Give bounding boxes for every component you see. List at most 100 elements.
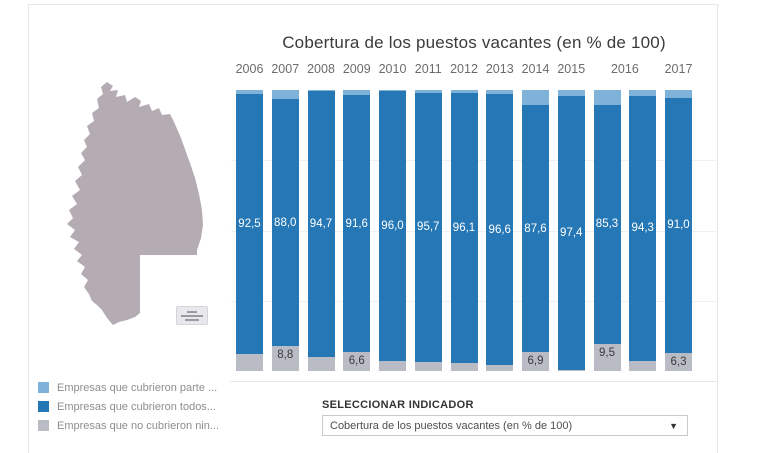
bar-segment-todos[interactable] [236, 94, 263, 355]
bar-segment-parte[interactable] [307, 90, 335, 92]
bar-segment-ninguno[interactable] [236, 354, 263, 371]
stacked-bar-2017[interactable] [665, 90, 692, 371]
bar-segment-parte[interactable] [343, 90, 371, 96]
bar-segment-parte[interactable] [629, 90, 657, 96]
legend-label: Empresas que no cubrieron nin... [57, 419, 220, 432]
stacked-bar-2016[interactable] [593, 90, 621, 371]
bar-segment-ninguno[interactable] [593, 344, 621, 371]
indicator-selector-label: SELECCIONAR INDICADOR [322, 399, 474, 411]
bar-segment-ninguno[interactable] [307, 357, 335, 371]
bar-ninguno-label: 6,9 [527, 354, 544, 367]
bar-segment-parte[interactable] [593, 90, 621, 105]
stacked-bar-2013[interactable] [486, 90, 514, 371]
bar-segment-todos[interactable] [450, 92, 478, 363]
legend-swatch-parte [38, 382, 49, 393]
bar-segment-ninguno[interactable] [450, 362, 478, 371]
bar-segment-todos[interactable] [557, 96, 585, 371]
bar-ninguno-label: 9,5 [599, 347, 615, 360]
indicator-dropdown-value: Cobertura de los puestos vacantes (en % … [330, 419, 573, 432]
x-axis-label-2017: 2017 [664, 62, 693, 76]
legend-item-todos[interactable]: Empresas que cubrieron todos... [38, 397, 219, 416]
bar-segment-parte[interactable] [236, 90, 263, 95]
bar-segment-todos[interactable] [307, 91, 335, 358]
panel-border-left [28, 4, 29, 453]
bar-value-label: 97,4 [560, 227, 583, 240]
stacked-bar-2014[interactable] [522, 90, 549, 371]
x-axis-label-2011: 2011 [414, 62, 442, 76]
legend-item-parte[interactable]: Empresas que cubrieron parte ... [38, 378, 219, 397]
x-axis-label-2012: 2012 [450, 62, 478, 76]
stacked-bar-2016[interactable] [629, 90, 657, 371]
bar-value-label: 88,0 [274, 216, 297, 229]
bar-segment-parte[interactable] [486, 90, 514, 94]
bar-segment-parte[interactable] [414, 90, 442, 93]
chart-bottom-divider [230, 381, 717, 382]
bar-segment-todos[interactable] [665, 97, 692, 354]
x-axis-label-2015: 2015 [557, 62, 586, 76]
bar-segment-todos[interactable] [414, 92, 442, 362]
legend-label: Empresas que cubrieron parte ... [57, 381, 218, 394]
bar-segment-ninguno[interactable] [665, 353, 692, 371]
chart-legend: Empresas que cubrieron parte ... Empresas… [38, 378, 219, 435]
bar-segment-todos[interactable] [271, 98, 299, 347]
bar-segment-todos[interactable] [486, 93, 514, 366]
bar-segment-ninguno[interactable] [379, 361, 406, 371]
legend-swatch-todos [38, 401, 49, 412]
x-axis-label-2008: 2008 [307, 62, 335, 76]
x-axis-label-2013: 2013 [485, 62, 514, 76]
x-axis-label-2007: 2007 [271, 62, 300, 76]
stacked-bar-2015[interactable] [557, 90, 585, 371]
stacked-bar-2006[interactable] [236, 90, 263, 371]
x-axis-label-2006: 2006 [235, 62, 264, 76]
bar-segment-parte[interactable] [665, 90, 692, 98]
bar-value-label: 91,6 [345, 217, 368, 230]
bar-segment-parte[interactable] [522, 90, 549, 106]
x-axis-label-2010: 2010 [378, 62, 407, 76]
bar-ninguno-label: 6,6 [348, 355, 365, 368]
chart-title: Cobertura de los puestos vacantes (en % … [282, 33, 666, 52]
mendoza-province-shape[interactable] [67, 82, 203, 325]
bar-value-label: 94,7 [309, 218, 333, 231]
bar-value-label: 95,7 [417, 221, 440, 234]
panel-border-top [28, 4, 718, 5]
bar-value-label: 96,0 [381, 220, 404, 233]
bar-segment-parte[interactable] [450, 90, 478, 93]
bar-value-label: 96,1 [452, 221, 476, 234]
bar-segment-todos[interactable] [522, 105, 549, 352]
bar-segment-parte[interactable] [271, 90, 299, 99]
bar-value-label: 96,6 [488, 223, 511, 236]
bar-segment-parte[interactable] [379, 90, 406, 92]
dropdown-caret-icon: ▼ [669, 420, 678, 431]
stacked-bar-2007[interactable] [271, 90, 299, 371]
bar-segment-todos[interactable] [629, 95, 657, 361]
bar-segment-todos[interactable] [379, 91, 406, 362]
bar-segment-ninguno[interactable] [557, 370, 585, 371]
map-scale-widget [176, 306, 208, 325]
legend-item-ninguno[interactable]: Empresas que no cubrieron nin... [38, 416, 219, 435]
stacked-bar-2012[interactable] [450, 90, 478, 371]
legend-label: Empresas que cubrieron todos... [57, 400, 216, 413]
bar-segment-todos[interactable] [343, 95, 371, 353]
indicator-dropdown[interactable]: Cobertura de los puestos vacantes (en % … [322, 415, 688, 436]
panel-border-right [717, 4, 718, 453]
legend-swatch-ninguno [38, 420, 49, 431]
bar-ninguno-label: 8,8 [277, 349, 294, 362]
x-axis-label-2016: 2016 [610, 62, 639, 76]
bar-value-label: 91,0 [667, 219, 690, 232]
bar-segment-ninguno[interactable] [414, 361, 442, 371]
bar-segment-todos[interactable] [593, 104, 621, 345]
bar-value-label: 87,6 [524, 222, 547, 235]
bar-segment-ninguno[interactable] [522, 351, 549, 371]
bar-value-label: 92,5 [238, 218, 261, 231]
bar-segment-ninguno[interactable] [629, 360, 657, 371]
bar-segment-ninguno[interactable] [271, 346, 299, 371]
stacked-bar-2011[interactable] [414, 90, 442, 371]
bar-segment-parte[interactable] [557, 90, 585, 97]
stacked-bar-2009[interactable] [343, 90, 371, 371]
x-axis-label-2014: 2014 [521, 62, 550, 76]
bar-segment-ninguno[interactable] [343, 352, 371, 371]
bar-segment-ninguno[interactable] [486, 365, 514, 371]
stacked-bar-2010[interactable] [379, 90, 406, 371]
stacked-bar-2008[interactable] [307, 90, 335, 371]
